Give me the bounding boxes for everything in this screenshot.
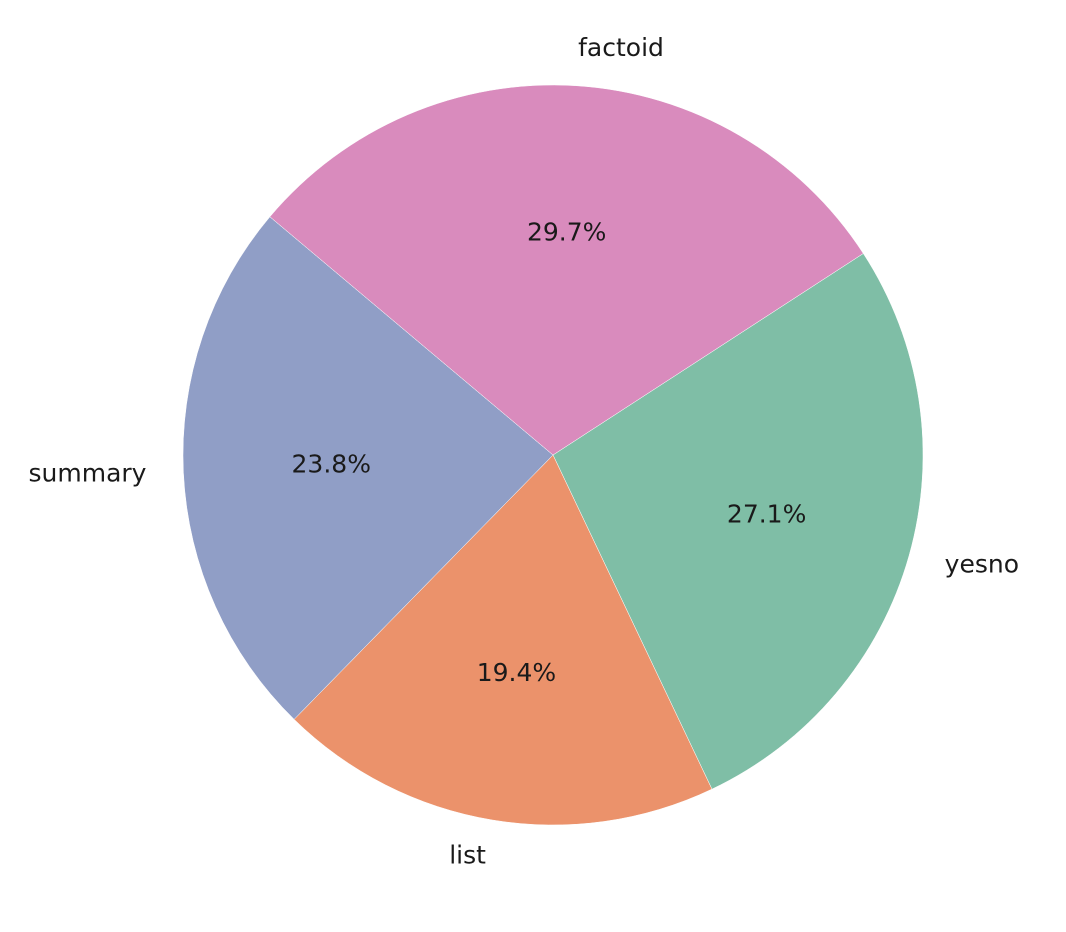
pie-slice (293, 454, 713, 826)
percent-label: 19.4% (477, 658, 556, 687)
percent-label: 23.8% (292, 450, 371, 479)
percent-label: 27.1% (727, 499, 806, 528)
slice-label: yesno (945, 550, 1019, 579)
pie-slice (552, 253, 924, 790)
slice-label: factoid (578, 33, 664, 62)
slice-label: summary (29, 459, 147, 488)
pie-slice (269, 84, 864, 456)
pie-slice (182, 216, 554, 720)
percent-label: 29.7% (527, 217, 606, 246)
slice-label: list (449, 840, 486, 869)
